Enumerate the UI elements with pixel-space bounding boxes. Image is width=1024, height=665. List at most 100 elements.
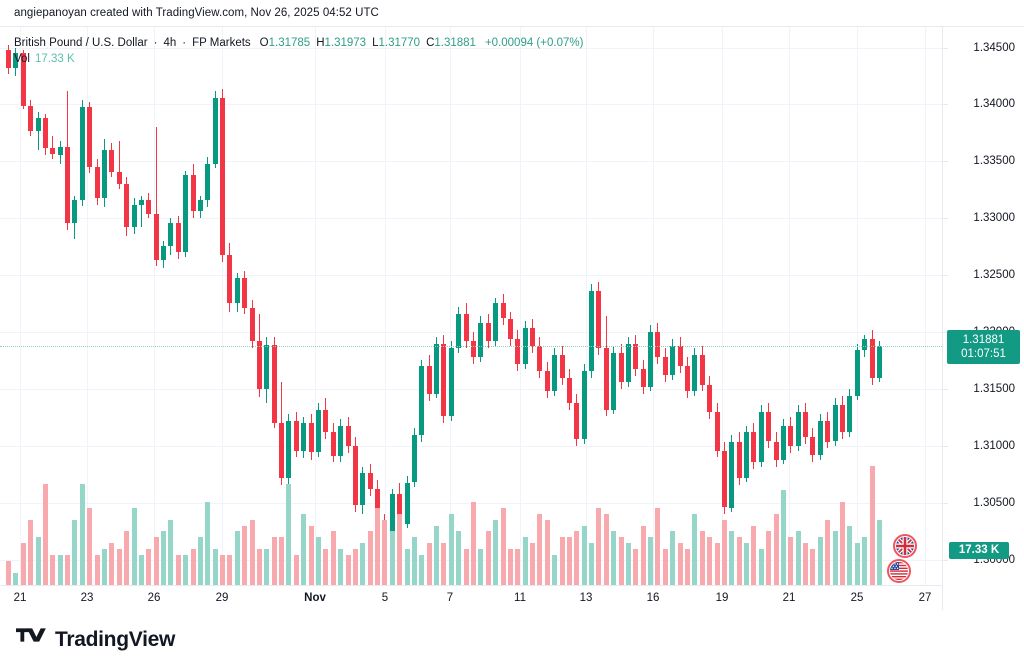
candle-body	[389, 493, 395, 556]
candle-body	[670, 345, 676, 376]
price-axis-tick	[942, 218, 948, 220]
price-axis-tick	[942, 389, 948, 391]
chart-legend[interactable]: British Pound / U.S. Dollar · 4h · FP Market…	[14, 35, 583, 67]
volume-bar	[256, 549, 262, 585]
volume-bar	[94, 555, 100, 585]
legend-open-key: O	[259, 37, 269, 49]
price-gridline	[0, 104, 942, 106]
price-axis-label: 1.33000	[973, 212, 1015, 225]
volume-bar	[367, 531, 373, 585]
volume-bar	[478, 549, 484, 585]
candle-body	[448, 348, 454, 417]
candle-body	[515, 339, 521, 365]
volume-bar	[574, 531, 580, 585]
volume-bar	[803, 543, 808, 585]
candle-body	[574, 402, 580, 440]
candle-body	[28, 105, 34, 131]
volume-bar	[714, 543, 720, 585]
volume-bar	[773, 513, 779, 585]
volume-bar	[633, 549, 639, 585]
legend-exchange: FP Markets	[192, 37, 251, 49]
volume-bar	[13, 573, 19, 585]
time-gridline	[222, 27, 223, 585]
candle-body	[190, 175, 196, 212]
volume-bar	[692, 513, 698, 585]
time-gridline	[925, 27, 926, 585]
candle-body	[375, 489, 380, 524]
time-axis[interactable]: 21 23 26 29 Nov 5 7 11 13 16 19 21 25 27	[0, 585, 942, 611]
price-axis-tick	[942, 559, 948, 561]
legend-close-value: 1.31881	[434, 37, 476, 49]
candle-body	[264, 344, 270, 390]
volume-bar	[249, 519, 255, 585]
volume-bar	[360, 543, 366, 585]
legend-high-key: H	[316, 37, 325, 49]
candle-body	[640, 368, 646, 387]
time-axis-label: 21	[782, 592, 796, 604]
volume-bar	[596, 507, 602, 585]
usd-flag-badge[interactable]	[887, 559, 911, 583]
candle-body	[869, 339, 875, 378]
tradingview-wordmark: TradingView	[55, 628, 176, 651]
candle-body	[854, 350, 860, 396]
time-axis-label: 29	[215, 592, 229, 604]
price-axis[interactable]: 1.345001.340001.335001.330001.325001.320…	[942, 27, 1024, 611]
time-axis-label: 11	[514, 592, 526, 604]
volume-bar	[699, 531, 705, 585]
volume-bar	[168, 519, 174, 585]
candle-body	[500, 302, 506, 319]
volume-bar	[832, 531, 838, 585]
candle-body	[655, 332, 661, 358]
volume-bar	[470, 501, 476, 585]
time-axis-label: 7	[446, 592, 454, 604]
volume-bar	[721, 519, 727, 585]
candle-body	[404, 482, 410, 524]
legend-volume-row[interactable]: Vol 17.33 K	[14, 51, 583, 67]
tradingview-logo[interactable]: TradingView	[16, 628, 175, 652]
time-gridline	[87, 27, 88, 585]
volume-bar	[544, 519, 550, 585]
legend-symbol[interactable]: British Pound / U.S. Dollar	[14, 37, 148, 49]
volume-bar	[301, 513, 307, 585]
candle-body	[618, 352, 624, 383]
gbp-flag-badge[interactable]	[893, 534, 917, 558]
candle-body	[589, 291, 594, 371]
candle-body	[242, 277, 248, 309]
volume-bar	[515, 549, 521, 585]
price-axis-tick	[942, 47, 948, 49]
time-axis-label: 21	[13, 592, 27, 604]
volume-bar	[227, 555, 233, 585]
time-gridline	[154, 27, 155, 585]
candle-body	[279, 423, 285, 478]
candle-body	[271, 344, 277, 424]
price-axis-tick	[942, 503, 948, 504]
volume-bar	[758, 549, 764, 585]
volume-bar	[382, 519, 388, 585]
candle-body	[434, 343, 439, 394]
volume-bar	[736, 537, 742, 585]
candle-body	[345, 425, 351, 447]
volume-bar	[389, 531, 395, 585]
volume-bar	[876, 519, 882, 585]
candle-body	[603, 348, 609, 410]
legend-low-key: L	[372, 37, 379, 49]
candle-body	[50, 147, 56, 155]
legend-volume-value: 17.33 K	[35, 53, 75, 65]
chart-container[interactable]: British Pound / U.S. Dollar · 4h · FP Market…	[0, 26, 1024, 611]
candle-body	[625, 343, 631, 383]
volume-bar	[397, 513, 403, 585]
price-gridline	[0, 47, 942, 49]
candle-body	[316, 409, 321, 452]
legend-interval[interactable]: 4h	[163, 37, 177, 49]
volume-bar	[463, 549, 469, 585]
candle-body	[581, 370, 587, 440]
volume-bar	[411, 537, 417, 585]
price-gridline	[0, 389, 942, 391]
candle-body	[57, 146, 63, 155]
candle-body	[648, 332, 654, 387]
plot-area[interactable]	[0, 27, 942, 585]
volume-bar	[375, 507, 380, 585]
legend-low-value: 1.31770	[378, 37, 421, 49]
candle-body	[795, 411, 801, 447]
volume-bar	[788, 537, 794, 585]
